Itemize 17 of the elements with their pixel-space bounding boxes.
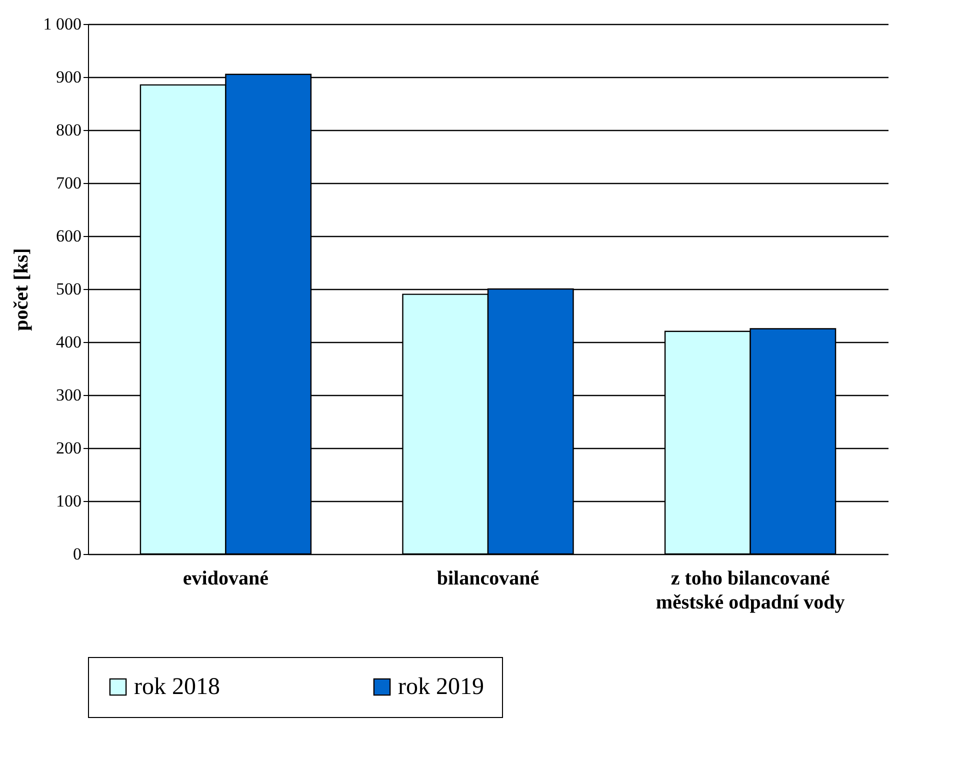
- y-tick-label: 1 000: [43, 14, 82, 34]
- y-tick-label: 700: [56, 174, 82, 192]
- y-tick-label: 500: [56, 280, 82, 298]
- x-tick-label: evidované: [182, 568, 269, 590]
- y-tick-label: 800: [56, 120, 82, 140]
- y-tick-label: 400: [56, 332, 82, 352]
- x-tick-label: z toho bilancované městské odpadní vody: [656, 568, 845, 614]
- y-tick-label: 300: [56, 386, 82, 404]
- y-tick-label: 100: [56, 492, 82, 510]
- y-axis-title: počet [ks]: [10, 248, 32, 331]
- y-tick-label: 200: [56, 438, 82, 458]
- x-tick-label: bilancované: [436, 568, 540, 590]
- y-tick-label: 0: [73, 544, 82, 564]
- legend-label: rok 2018: [134, 674, 220, 700]
- y-tick-label: 900: [56, 68, 82, 86]
- y-tick-label: 600: [56, 226, 82, 246]
- legend-label: rok 2019: [398, 674, 484, 700]
